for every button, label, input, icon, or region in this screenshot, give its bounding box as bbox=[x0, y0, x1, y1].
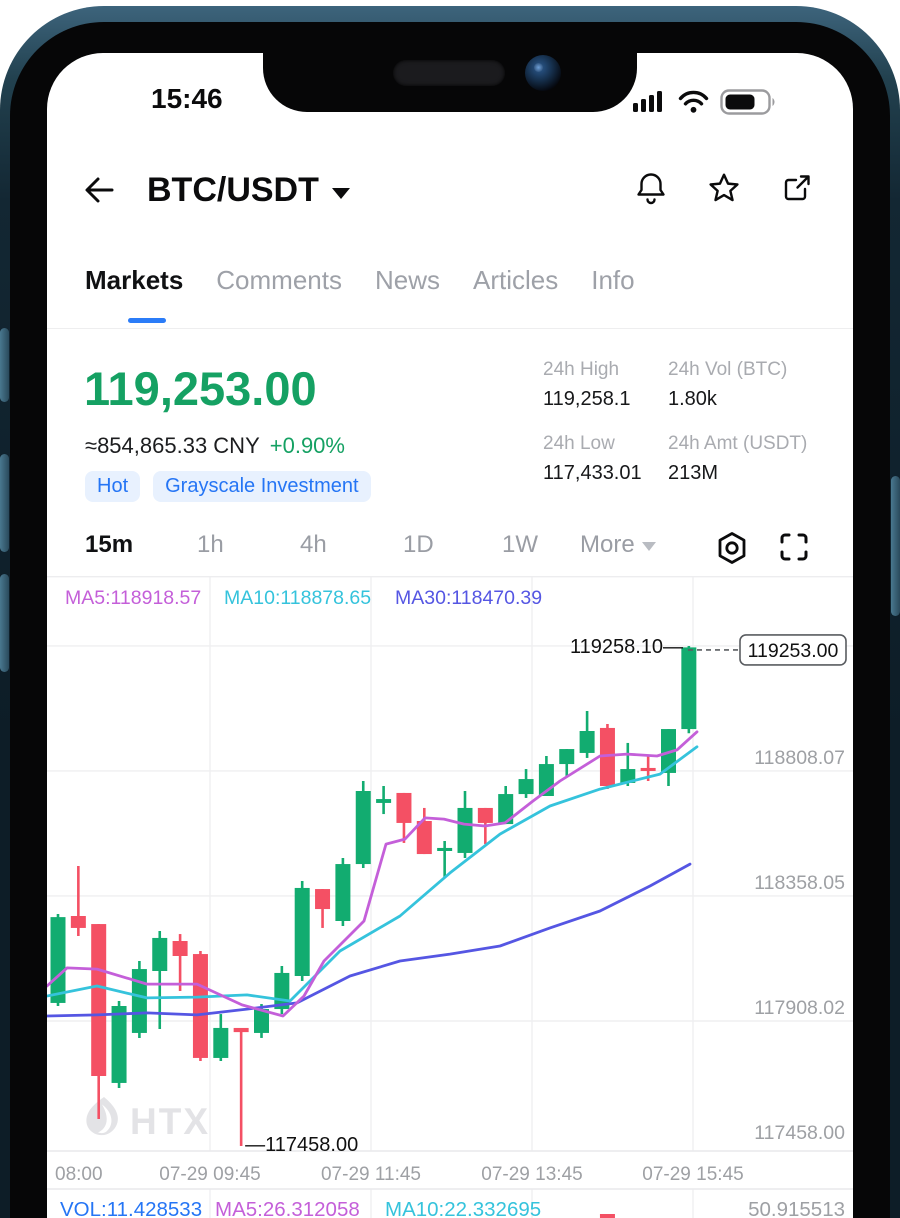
y-axis-label: 117908.02 bbox=[754, 997, 845, 1019]
volume-bar bbox=[599, 1214, 615, 1218]
ma-legend-label: MA10:118878.65 bbox=[224, 587, 371, 609]
fiat-row: ≈854,865.33 CNY +0.90% bbox=[85, 433, 345, 459]
app-screen: 15:46 bbox=[47, 53, 853, 1218]
stat-24h-low: 24h Low 117,433.01 bbox=[543, 433, 642, 484]
low-price-annotation: —117458.00 bbox=[245, 1134, 358, 1156]
volume-down-button bbox=[0, 574, 9, 672]
badge-hot[interactable]: Hot bbox=[85, 471, 141, 502]
top-tabs: Markets Comments News Articles Info bbox=[85, 265, 635, 296]
timeframe-15m[interactable]: 15m bbox=[85, 531, 134, 558]
status-icons bbox=[633, 89, 777, 115]
share-button[interactable] bbox=[781, 172, 813, 204]
y-axis-label: 118358.05 bbox=[754, 872, 845, 894]
stat-24h-amt: 24h Amt (USDT) 213M bbox=[668, 433, 808, 484]
x-axis-label: 07-29 15:45 bbox=[642, 1164, 743, 1185]
tab-articles[interactable]: Articles bbox=[473, 265, 559, 295]
active-tab-underline bbox=[128, 318, 166, 323]
back-button[interactable] bbox=[81, 173, 115, 207]
x-axis-label: 07-29 11:45 bbox=[321, 1164, 421, 1185]
cellular-signal-icon bbox=[633, 91, 662, 112]
price-chart[interactable]: HTX 118808.07 118358.05 117908.02 117458.00 0… bbox=[47, 576, 853, 1218]
phone-frame: 15:46 bbox=[0, 6, 900, 1218]
x-axis-label: 07-29 09:45 bbox=[159, 1164, 260, 1185]
svg-text:119253.00: 119253.00 bbox=[748, 640, 839, 662]
last-price: 119,253.00 bbox=[84, 362, 317, 415]
mute-switch bbox=[0, 328, 9, 402]
stat-24h-vol: 24h Vol (BTC) 1.80k bbox=[668, 359, 788, 410]
badge-grayscale[interactable]: Grayscale Investment bbox=[153, 471, 371, 502]
htx-watermark: HTX bbox=[86, 1097, 210, 1142]
timeframe-4h[interactable]: 4h bbox=[300, 531, 327, 558]
fullscreen-button[interactable] bbox=[778, 530, 810, 569]
timeframe-1d[interactable]: 1D bbox=[403, 531, 434, 558]
fiat-value: ≈854,865.33 CNY bbox=[85, 433, 260, 458]
tab-markets[interactable]: Markets bbox=[85, 265, 184, 295]
volume-legend-label: MA5:26.312058 bbox=[215, 1198, 360, 1218]
timeframe-1w[interactable]: 1W bbox=[502, 531, 538, 558]
notch bbox=[263, 22, 637, 112]
change-percent: +0.90% bbox=[269, 433, 345, 458]
divider bbox=[47, 328, 853, 329]
battery-icon bbox=[720, 89, 775, 115]
tab-info[interactable]: Info bbox=[591, 265, 635, 295]
status-time: 15:46 bbox=[151, 83, 223, 114]
power-button bbox=[891, 476, 900, 616]
wifi-icon bbox=[678, 90, 709, 113]
x-axis-label: 07-29 13:45 bbox=[481, 1164, 582, 1185]
y-axis-label: 118808.07 bbox=[754, 747, 845, 769]
volume-up-button bbox=[0, 454, 9, 552]
pair-title: BTC/USDT bbox=[147, 171, 319, 209]
volume-legend-label: VOL:11.428533 bbox=[60, 1198, 202, 1218]
timeframe-more-dropdown[interactable]: More bbox=[580, 531, 656, 559]
front-camera bbox=[525, 55, 561, 91]
chevron-down-icon bbox=[641, 542, 656, 551]
chart-canvas[interactable]: HTX 118808.07 118358.05 117908.02 117458.00 0… bbox=[47, 576, 853, 1218]
tab-comments[interactable]: Comments bbox=[216, 265, 342, 295]
ma-legend-label: MA5:118918.57 bbox=[65, 587, 201, 609]
high-price-annotation: 119258.10— bbox=[570, 636, 683, 658]
stat-24h-high: 24h High 119,258.1 bbox=[543, 359, 631, 410]
speaker-grille bbox=[393, 60, 505, 86]
pair-selector[interactable]: BTC/USDT bbox=[147, 171, 350, 210]
alert-bell-button[interactable] bbox=[635, 171, 667, 205]
favorite-star-button[interactable] bbox=[707, 171, 741, 205]
chevron-down-icon bbox=[331, 188, 350, 199]
x-axis-label: 08:00 bbox=[55, 1164, 103, 1185]
timeframe-1h[interactable]: 1h bbox=[197, 531, 224, 558]
tab-news[interactable]: News bbox=[374, 265, 440, 295]
y-axis-label: 117458.00 bbox=[754, 1122, 845, 1144]
ma-legend-label: MA30:118470.39 bbox=[395, 587, 542, 609]
chart-settings-button[interactable] bbox=[715, 530, 749, 571]
volume-legend-label: MA10:22.332695 bbox=[385, 1198, 541, 1218]
volume-axis-value: 50.915513 bbox=[748, 1198, 845, 1218]
last-price-box bbox=[739, 634, 847, 666]
svg-text:HTX: HTX bbox=[130, 1101, 210, 1142]
